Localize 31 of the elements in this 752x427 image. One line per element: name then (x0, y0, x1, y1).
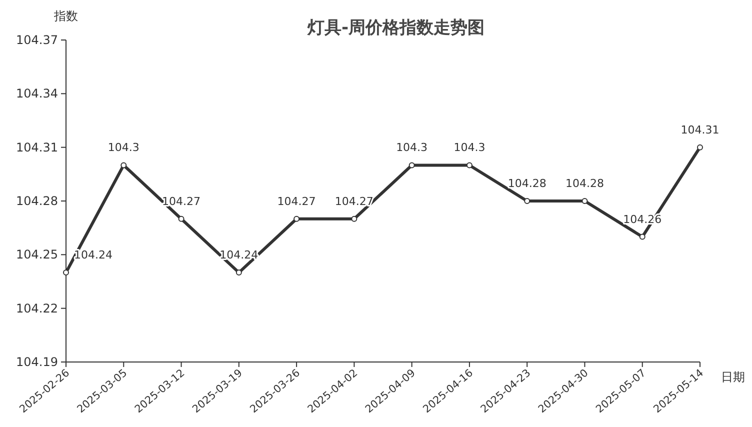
y-tick-label: 104.25 (16, 248, 58, 262)
chart-title: 灯具-周价格指数走势图 (306, 18, 485, 38)
point (408, 162, 415, 168)
data-label: 104.3 (454, 141, 486, 154)
point (639, 234, 646, 240)
point (63, 270, 69, 276)
data-label: 104.27 (277, 194, 316, 208)
point (120, 162, 127, 168)
y-tick-label: 104.28 (16, 194, 58, 208)
y-tick-label: 104.34 (16, 86, 58, 101)
y-tick-label: 104.19 (16, 355, 58, 369)
data-label: 104.28 (565, 177, 604, 190)
data-label: 104.27 (334, 194, 374, 208)
point (697, 144, 703, 150)
y-tick-label: 104.37 (16, 33, 58, 47)
point (582, 198, 588, 204)
point (294, 216, 300, 222)
x-axis-title: 日期 (721, 370, 745, 384)
data-label: 104.31 (680, 123, 720, 136)
point (524, 198, 530, 204)
data-label: 104.27 (162, 194, 201, 208)
point (351, 216, 358, 222)
point (178, 216, 184, 222)
y-axis-title: 指数 (53, 9, 78, 23)
data-label: 104.3 (396, 141, 428, 154)
y-tick-label: 104.31 (16, 140, 58, 154)
point (236, 270, 242, 276)
data-label: 104.28 (508, 177, 546, 190)
point (466, 162, 472, 168)
y-tick-label: 104.22 (16, 301, 58, 316)
data-label: 104.3 (108, 141, 140, 154)
